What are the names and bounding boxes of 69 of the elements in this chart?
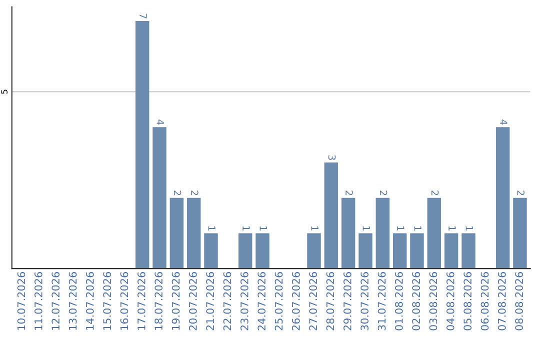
- x-tick-label: 23.07.2026: [240, 272, 248, 330]
- x-tick-label: 20.07.2026: [188, 272, 197, 330]
- x-tick-label: 08.08.2026: [515, 272, 524, 330]
- x-tick-label: 29.07.2026: [343, 272, 352, 330]
- x-tick-label: 22.07.2026: [223, 272, 232, 330]
- data-label: 2: [380, 190, 388, 196]
- y-tick-label: 5: [1, 90, 8, 94]
- data-label: 4: [156, 120, 164, 125]
- x-tick-label: 17.07.2026: [137, 272, 146, 330]
- bar: [186, 198, 201, 269]
- x-tick-label: 06.08.2026: [480, 272, 489, 330]
- bar: [307, 233, 321, 269]
- x-tick-label: 13.07.2026: [68, 272, 77, 330]
- data-label: 3: [328, 155, 336, 160]
- x-tick-label: 05.08.2026: [464, 272, 472, 330]
- data-label: 7: [140, 14, 147, 18]
- data-label: 2: [191, 190, 198, 196]
- x-tick-label: 10.07.2026: [17, 272, 26, 330]
- bar: [513, 198, 527, 269]
- data-label: 1: [362, 226, 370, 231]
- x-tick-label: 03.08.2026: [429, 272, 438, 330]
- bar: [341, 198, 356, 269]
- x-tick-label: 15.07.2026: [103, 272, 112, 330]
- data-label: 1: [260, 226, 267, 231]
- bar: [204, 233, 218, 269]
- data-label: 1: [208, 226, 216, 231]
- x-tick-label: 14.07.2026: [86, 272, 94, 330]
- data-label: 2: [174, 190, 182, 196]
- x-tick-label: 24.07.2026: [258, 272, 266, 330]
- data-label: 1: [466, 226, 473, 231]
- x-tick-label: 18.07.2026: [154, 272, 163, 330]
- x-tick-label: 01.08.2026: [394, 272, 403, 330]
- bar: [135, 20, 150, 269]
- x-tick-label: 07.08.2026: [498, 272, 506, 330]
- x-tick-label: 30.07.2026: [360, 272, 369, 330]
- bar: [444, 233, 458, 269]
- x-tick-label: 12.07.2026: [52, 272, 60, 330]
- data-label: 1: [448, 226, 456, 231]
- bar: [170, 198, 184, 269]
- x-tick-label: 19.07.2026: [172, 272, 180, 330]
- x-tick-label: 28.07.2026: [326, 272, 334, 330]
- data-label: 2: [346, 190, 353, 196]
- x-tick-label: 31.07.2026: [378, 272, 386, 330]
- bar: [238, 233, 252, 269]
- x-tick-label: 02.08.2026: [412, 272, 420, 330]
- data-label: 1: [311, 226, 318, 231]
- data-label: 1: [242, 226, 250, 231]
- data-label: 1: [397, 226, 404, 231]
- bar: [410, 233, 424, 269]
- bar: [496, 127, 510, 269]
- x-tick-label: 11.07.2026: [34, 272, 42, 330]
- bar: [462, 233, 476, 269]
- x-tick-label: 04.08.2026: [446, 272, 454, 330]
- bar: [392, 233, 407, 269]
- data-label: 4: [500, 120, 508, 125]
- x-tick-label: 26.07.2026: [292, 272, 300, 330]
- x-tick-label: 25.07.2026: [274, 272, 283, 330]
- data-label: 2: [517, 190, 525, 196]
- data-label: 2: [431, 190, 439, 196]
- bar: [256, 233, 270, 269]
- x-tick-label: 21.07.2026: [206, 272, 214, 330]
- bar: [324, 162, 338, 269]
- data-label: 1: [414, 226, 422, 231]
- bar: [358, 233, 372, 269]
- bar: [427, 198, 442, 269]
- bar: [152, 127, 166, 269]
- x-tick-label: 16.07.2026: [120, 272, 128, 330]
- bar: [376, 198, 390, 269]
- x-tick-label: 27.07.2026: [309, 272, 318, 330]
